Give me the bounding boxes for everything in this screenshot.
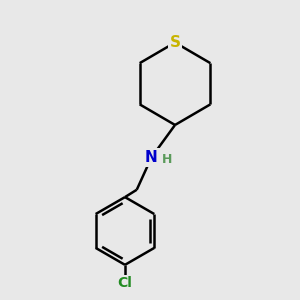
Text: S: S: [169, 35, 181, 50]
Text: H: H: [162, 153, 172, 166]
Text: N: N: [145, 150, 158, 165]
Text: Cl: Cl: [118, 276, 132, 290]
